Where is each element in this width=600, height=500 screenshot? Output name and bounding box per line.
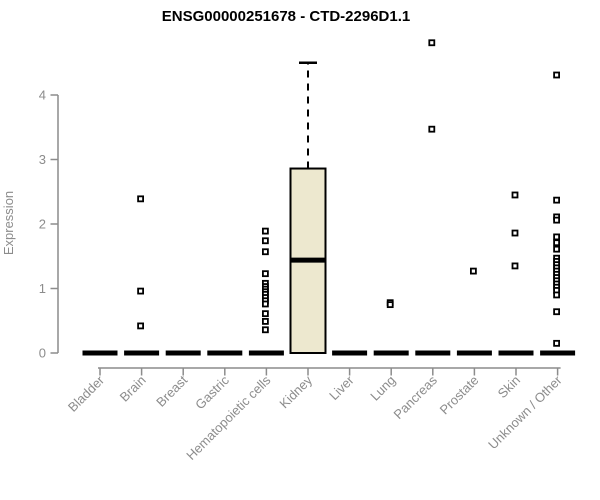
boxplot-series xyxy=(82,61,576,356)
outlier-point xyxy=(511,191,519,199)
outlier-point xyxy=(511,229,519,237)
x-tick-label: Liver xyxy=(326,372,357,403)
y-tick-label: 4 xyxy=(39,88,46,103)
x-tick-label: Skin xyxy=(495,373,523,401)
x-tick-label: Unknown / Other xyxy=(485,372,565,452)
x-tick-label: Lung xyxy=(367,373,398,404)
outlier-point xyxy=(261,326,269,334)
y-axis: 0 1 2 3 4 xyxy=(39,88,59,361)
outlier-point xyxy=(553,233,560,241)
x-tick-label: Kidney xyxy=(276,372,315,411)
outlier-point xyxy=(137,287,145,295)
outlier-point xyxy=(553,71,560,79)
x-tick-label: Breast xyxy=(153,372,190,409)
chart-title: ENSG00000251678 - CTD-2296D1.1 xyxy=(162,8,410,25)
outlier-point xyxy=(261,310,269,318)
collapsed-box xyxy=(415,350,451,356)
y-tick-label: 3 xyxy=(39,152,46,167)
y-tick-label: 2 xyxy=(39,217,46,232)
outlier-point xyxy=(553,216,560,224)
y-tick-label: 0 xyxy=(39,346,46,361)
outlier-point xyxy=(137,195,145,203)
collapsed-box xyxy=(82,350,118,356)
collapsed-box xyxy=(124,350,160,356)
collapsed-box xyxy=(540,350,576,356)
outlier-point xyxy=(553,308,560,316)
outlier-point xyxy=(261,237,269,245)
outlier-point xyxy=(553,239,560,247)
collapsed-box xyxy=(498,350,534,356)
collapsed-box xyxy=(207,350,243,356)
outlier-point xyxy=(261,248,269,256)
outlier-point xyxy=(428,125,436,133)
outlier-point xyxy=(261,270,269,278)
outlier-point xyxy=(428,39,436,47)
collapsed-box xyxy=(248,350,284,356)
outlier-point xyxy=(553,245,560,253)
x-tick-label: Gastric xyxy=(192,372,232,412)
x-tick-label: Pancreas xyxy=(390,372,440,422)
collapsed-box xyxy=(456,350,492,356)
collapsed-box xyxy=(332,350,368,356)
y-axis-title: Expression xyxy=(1,191,16,255)
outlier-point xyxy=(261,227,269,235)
outlier-point xyxy=(553,196,560,204)
collapsed-box xyxy=(165,350,201,356)
x-tick-label: Bladder xyxy=(65,372,108,415)
outlier-point xyxy=(261,300,269,308)
outlier-point xyxy=(553,339,560,347)
outlier-point xyxy=(469,267,477,275)
outlier-point xyxy=(137,322,145,330)
x-tick-label: Brain xyxy=(117,373,149,405)
outlier-point xyxy=(553,291,560,299)
y-tick-label: 1 xyxy=(39,281,46,296)
outlier-point xyxy=(386,301,394,309)
outlier-point xyxy=(511,262,519,270)
x-tick-label: Prostate xyxy=(437,373,482,418)
outlier-points xyxy=(137,39,560,347)
collapsed-box xyxy=(373,350,409,356)
outlier-point xyxy=(261,317,269,325)
